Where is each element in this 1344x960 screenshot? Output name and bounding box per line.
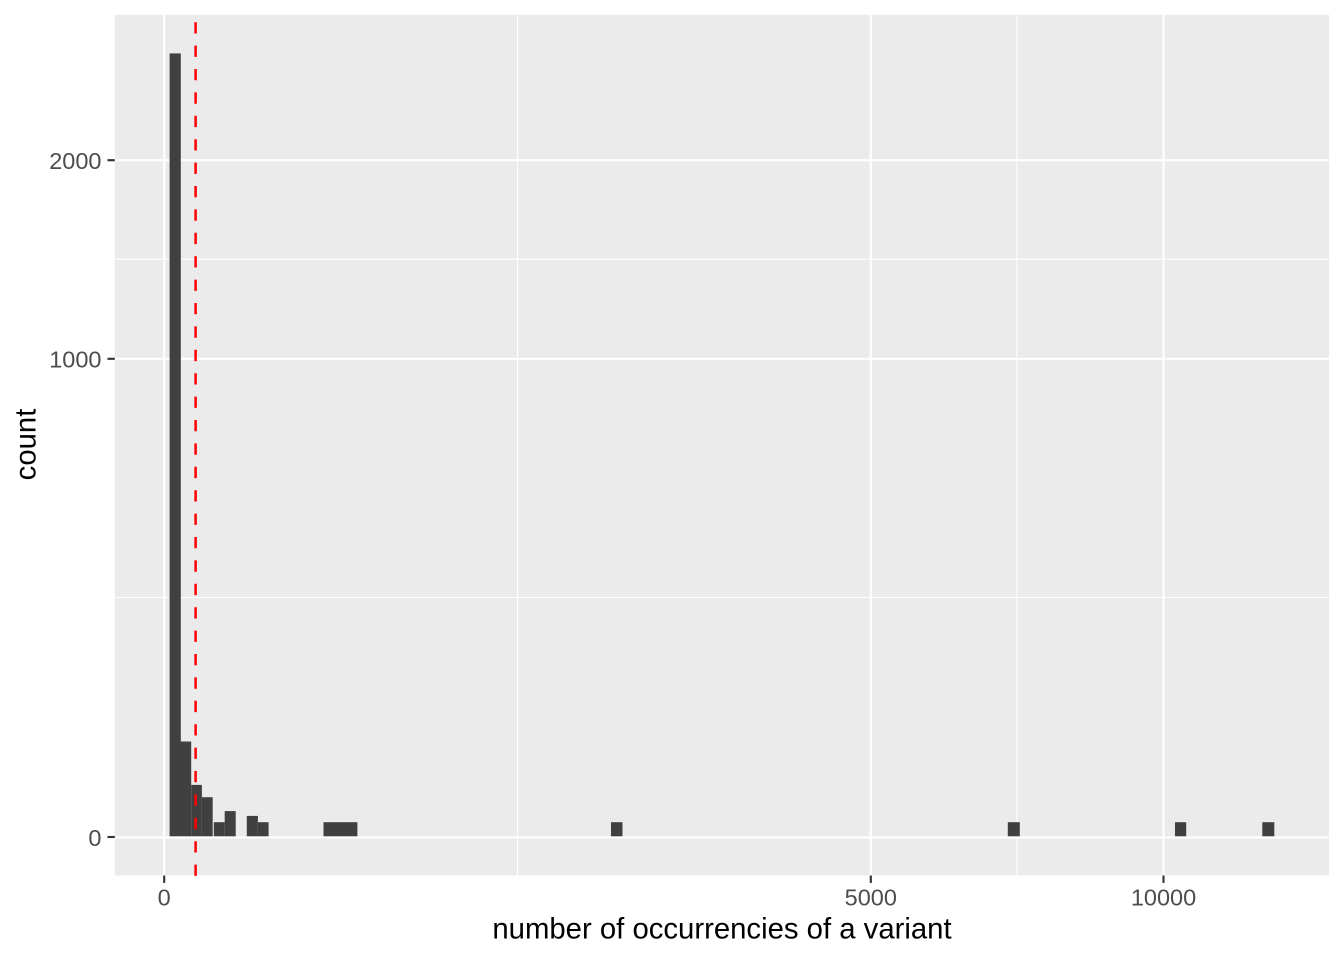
svg-text:0: 0 [158, 885, 171, 911]
svg-text:1000: 1000 [49, 347, 101, 373]
svg-text:0: 0 [88, 825, 101, 851]
svg-text:count: count [9, 409, 42, 481]
svg-text:2000: 2000 [49, 148, 101, 174]
svg-text:number of occurrencies of a va: number of occurrencies of a variant [492, 913, 951, 946]
svg-text:5000: 5000 [845, 885, 897, 911]
svg-text:10000: 10000 [1131, 885, 1196, 911]
